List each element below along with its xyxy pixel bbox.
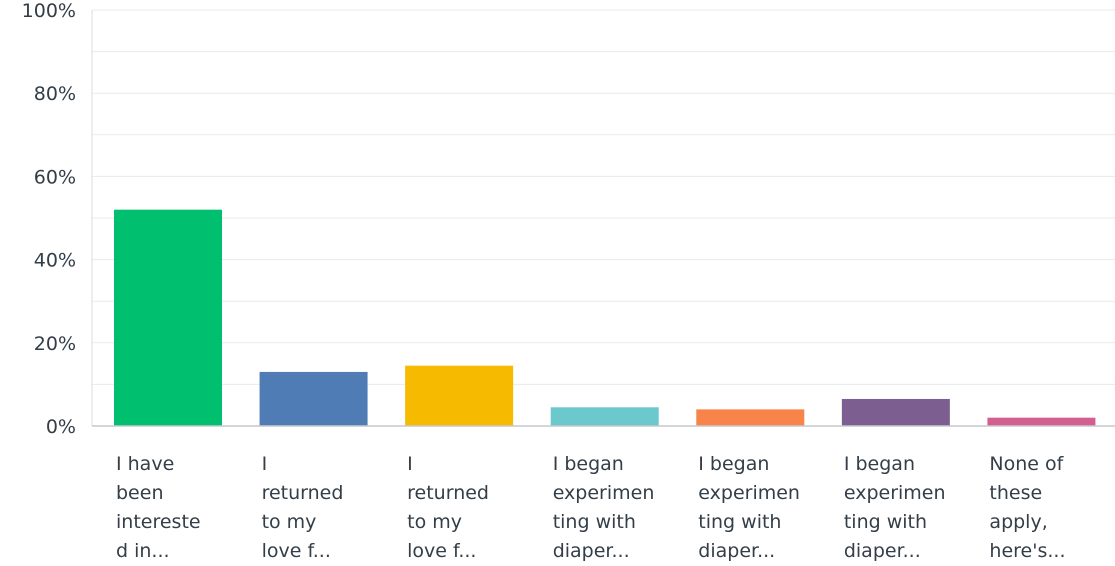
y-axis-tick-labels: 0% 20% 40% 60% 80% 100% bbox=[22, 0, 76, 438]
x-category-label: I began experimen ting with diaper... bbox=[552, 453, 655, 562]
bar bbox=[987, 417, 1096, 426]
x-category-label: None of these apply, here's... bbox=[989, 453, 1066, 562]
y-tick-label: 0% bbox=[46, 416, 76, 438]
x-category-label: I returned to my love f... bbox=[261, 453, 344, 562]
bars bbox=[114, 209, 1096, 426]
x-category-label: I began experimen ting with diaper... bbox=[698, 453, 800, 562]
x-category-label: I returned to my love f... bbox=[407, 453, 489, 562]
y-tick-label: 80% bbox=[34, 83, 76, 105]
bar bbox=[405, 365, 514, 426]
y-tick-label: 40% bbox=[34, 250, 76, 272]
x-category-label: I have been intereste d in... bbox=[116, 453, 201, 562]
bar bbox=[841, 398, 950, 426]
y-tick-label: 100% bbox=[22, 0, 76, 22]
bar bbox=[114, 209, 222, 426]
y-tick-label: 60% bbox=[34, 166, 76, 188]
bar bbox=[550, 407, 659, 426]
x-category-label: I began experimen ting with diaper... bbox=[843, 453, 946, 562]
bar bbox=[259, 371, 368, 426]
y-tick-label: 20% bbox=[34, 333, 76, 355]
bar bbox=[696, 409, 805, 426]
grid-lines bbox=[92, 9, 1115, 385]
